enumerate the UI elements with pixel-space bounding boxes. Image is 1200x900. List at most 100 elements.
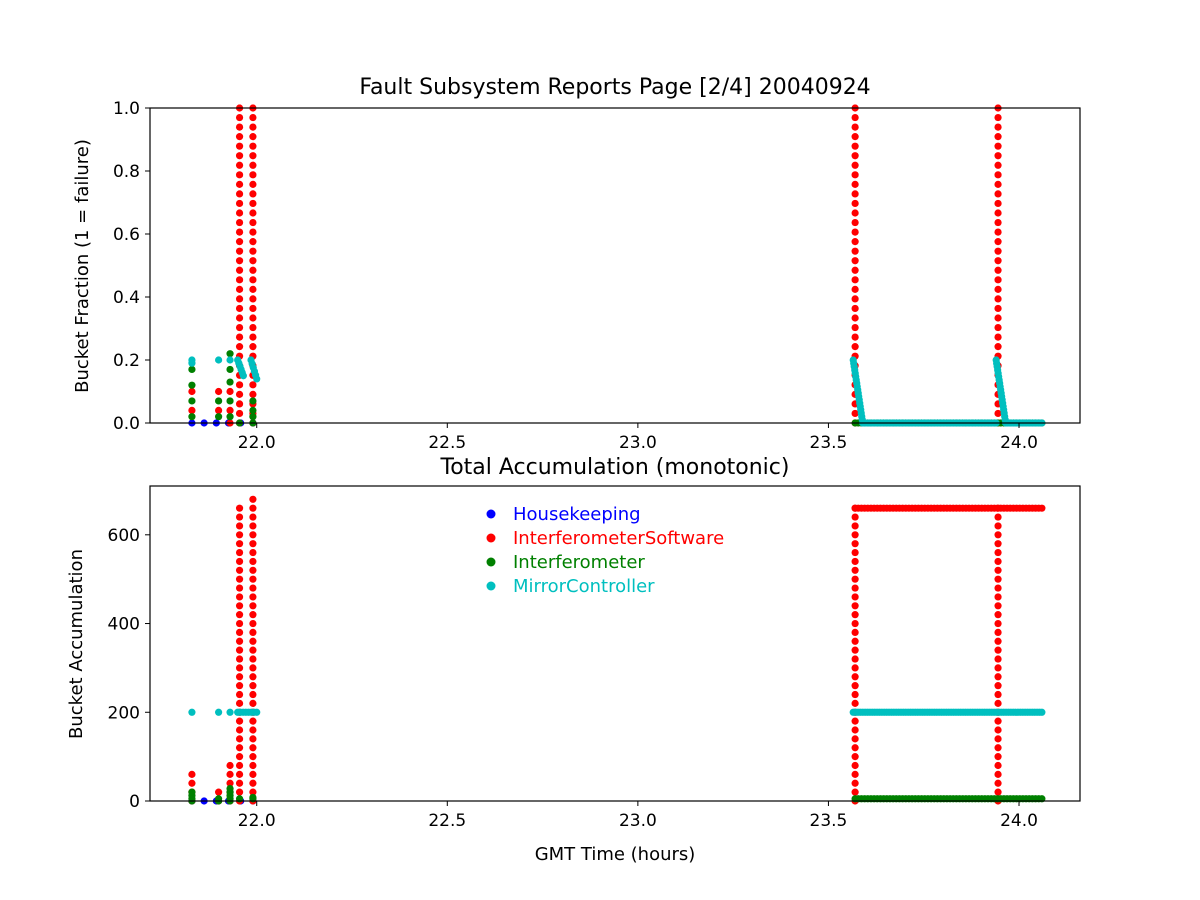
bottom-point-interferometersoftware xyxy=(851,548,859,557)
legend-marker-housekeeping xyxy=(486,509,496,519)
top-point-interferometersoftware xyxy=(851,199,859,208)
top-xtick-label: 23.0 xyxy=(619,433,657,453)
bottom-point-interferometersoftware xyxy=(188,770,196,778)
bottom-point-interferometersoftware xyxy=(994,779,1002,787)
top-point-interferometersoftware xyxy=(235,247,244,255)
bottom-point-interferometersoftware xyxy=(235,646,244,654)
bottom-point-interferometersoftware xyxy=(249,699,257,707)
bottom-point-interferometersoftware xyxy=(994,673,1002,681)
bottom-point-interferometersoftware xyxy=(249,602,257,610)
top-point-interferometer xyxy=(226,397,234,405)
top-point-interferometersoftware xyxy=(235,276,244,284)
legend-label-interferometer: Interferometer xyxy=(513,552,645,573)
top-point-interferometersoftware xyxy=(235,390,244,398)
top-point-interferometersoftware xyxy=(249,323,257,332)
top-point-interferometersoftware xyxy=(249,142,257,150)
top-point-interferometersoftware xyxy=(851,409,859,418)
top-point-interferometersoftware xyxy=(249,381,257,389)
bottom-point-interferometersoftware xyxy=(249,557,257,566)
top-point-interferometersoftware xyxy=(994,209,1002,217)
bottom-point-interferometersoftware xyxy=(994,566,1002,574)
top-point-interferometersoftware xyxy=(235,381,244,389)
bottom-point-interferometersoftware xyxy=(994,611,1002,619)
top-point-interferometer xyxy=(226,350,234,358)
bottom-point-interferometersoftware xyxy=(235,761,244,770)
bottom-chart-frame xyxy=(149,485,1081,802)
top-point-interferometersoftware xyxy=(994,161,1002,169)
top-point-interferometersoftware xyxy=(235,161,244,169)
top-point-interferometersoftware xyxy=(994,142,1002,150)
bottom-point-interferometersoftware xyxy=(235,566,244,574)
bottom-point-interferometersoftware xyxy=(249,690,257,699)
bottom-point-interferometersoftware xyxy=(851,593,859,601)
bottom-xtick-label: 22.0 xyxy=(238,811,276,831)
bottom-chart: Total Accumulation (monotonic) Bucket Ac… xyxy=(66,455,1081,865)
top-point-interferometersoftware xyxy=(994,266,1002,274)
top-point-interferometersoftware xyxy=(851,133,859,141)
bottom-point-interferometersoftware xyxy=(851,619,859,628)
top-point-interferometersoftware xyxy=(235,323,244,332)
bottom-point-interferometersoftware xyxy=(851,566,859,574)
top-point-interferometersoftware xyxy=(851,247,859,255)
bottom-xtick-label: 22.5 xyxy=(428,811,466,831)
top-chart-title: Fault Subsystem Reports Page [2/4] 20040… xyxy=(359,75,870,100)
top-point-interferometersoftware xyxy=(994,314,1002,322)
top-point-interferometersoftware xyxy=(235,171,244,179)
bottom-point-interferometersoftware xyxy=(235,611,244,619)
bottom-point-mirrorcontroller xyxy=(253,708,261,716)
bottom-point-interferometersoftware xyxy=(851,584,859,592)
bottom-point-interferometersoftware xyxy=(851,699,859,707)
bottom-point-interferometersoftware xyxy=(235,557,244,566)
legend: Housekeeping InterferometerSoftware Inte… xyxy=(486,504,724,597)
bottom-chart-marks xyxy=(188,495,1046,805)
bottom-point-interferometersoftware xyxy=(851,753,859,761)
bottom-point-interferometersoftware xyxy=(994,522,1002,530)
bottom-point-interferometersoftware xyxy=(235,779,244,787)
top-point-interferometersoftware xyxy=(249,113,257,122)
top-point-interferometersoftware xyxy=(215,406,223,414)
top-ytick-label: 0.8 xyxy=(113,162,140,182)
top-point-interferometersoftware xyxy=(249,152,257,160)
top-point-interferometersoftware xyxy=(235,266,244,274)
bottom-point-interferometersoftware xyxy=(851,690,859,699)
bottom-point-interferometersoftware xyxy=(851,726,859,734)
bottom-point-interferometersoftware xyxy=(235,735,244,743)
bottom-point-interferometersoftware xyxy=(851,682,859,690)
bottom-point-interferometersoftware xyxy=(226,779,234,787)
bottom-point-interferometersoftware xyxy=(235,717,244,725)
top-point-interferometersoftware xyxy=(851,228,859,236)
top-point-interferometersoftware xyxy=(249,257,257,265)
bottom-point-interferometersoftware xyxy=(249,531,257,539)
bottom-point-interferometersoftware xyxy=(249,513,257,521)
bottom-point-interferometersoftware xyxy=(994,726,1002,734)
bottom-point-interferometersoftware xyxy=(235,522,244,530)
top-point-interferometersoftware xyxy=(994,152,1002,160)
top-point-interferometersoftware xyxy=(994,199,1002,208)
top-point-interferometersoftware xyxy=(249,266,257,274)
bottom-point-interferometer xyxy=(249,793,257,802)
top-point-interferometersoftware xyxy=(994,247,1002,255)
top-point-interferometer xyxy=(226,413,234,421)
bottom-series-interferometersoftware xyxy=(188,495,1046,805)
bottom-point-interferometersoftware xyxy=(235,540,244,548)
top-ytick-label: 0.0 xyxy=(113,414,140,434)
bottom-point-interferometersoftware xyxy=(994,584,1002,592)
bottom-point-interferometersoftware xyxy=(994,619,1002,628)
bottom-point-interferometersoftware xyxy=(851,788,859,796)
bottom-point-interferometersoftware xyxy=(226,770,234,778)
top-point-interferometersoftware xyxy=(994,133,1002,141)
bottom-point-interferometersoftware xyxy=(994,628,1002,637)
top-chart: Fault Subsystem Reports Page [2/4] 20040… xyxy=(72,75,1081,453)
bottom-point-interferometersoftware xyxy=(235,619,244,628)
bottom-point-interferometersoftware xyxy=(249,619,257,628)
bottom-point-interferometersoftware xyxy=(851,513,859,521)
bottom-point-interferometersoftware xyxy=(851,717,859,725)
top-point-interferometer xyxy=(215,397,223,405)
top-ytick-label: 0.2 xyxy=(113,351,140,371)
top-point-interferometersoftware xyxy=(249,314,257,322)
top-ytick-label: 0.6 xyxy=(113,225,140,245)
top-point-interferometersoftware xyxy=(249,228,257,236)
bottom-ytick-label: 200 xyxy=(108,703,140,723)
top-xtick-label: 22.5 xyxy=(428,433,466,453)
